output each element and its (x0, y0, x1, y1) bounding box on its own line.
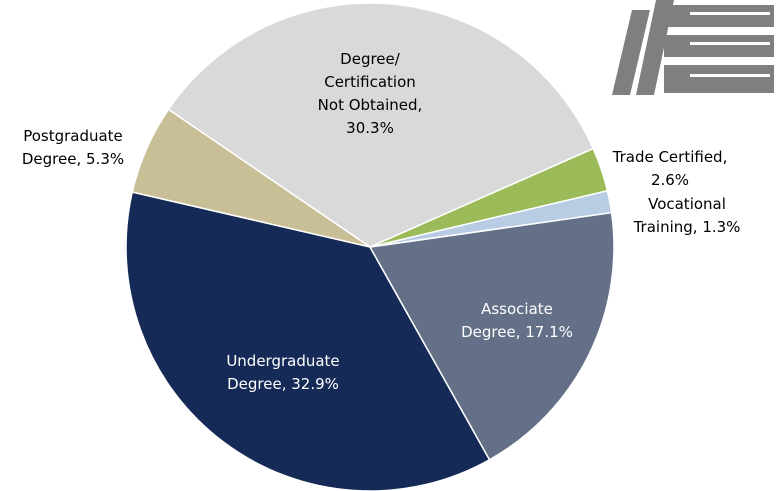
slice-label: Associate Degree, 17.1% (417, 298, 617, 344)
category-label: Associate Degree (461, 300, 553, 341)
label-separator: , (76, 150, 87, 168)
label-separator: , (281, 375, 292, 393)
value-label: 1.3% (702, 218, 741, 236)
pie-slice (369, 147, 609, 248)
label-separator: , (417, 96, 423, 114)
pie-slice (125, 191, 491, 491)
category-label: Trade Certified (612, 148, 723, 166)
slice-label: Trade Certified, 2.6% (570, 146, 770, 192)
label-separator: , (515, 323, 526, 341)
pie-slice (167, 2, 595, 248)
slice-label: Degree/ Certification Not Obtained, 30.3… (270, 48, 470, 140)
slice-label: Vocational Training, 1.3% (587, 193, 777, 239)
slice-label: Undergraduate Degree, 32.9% (183, 350, 383, 396)
value-label: 17.1% (525, 323, 573, 341)
label-separator: , (722, 148, 728, 166)
value-label: 30.3% (346, 119, 394, 137)
value-label: 32.9% (291, 375, 339, 393)
category-label: Postgraduate Degree (21, 127, 123, 168)
category-label: Undergraduate Degree (226, 352, 340, 393)
category-label: Degree/ Certification Not Obtained (317, 50, 418, 114)
value-label: 5.3% (86, 150, 125, 168)
pie-slice (368, 211, 615, 461)
books-icon (612, 0, 774, 95)
category-label: Vocational Training (633, 195, 726, 236)
slice-label: Postgraduate Degree, 5.3% (0, 125, 173, 171)
value-label: 2.6% (650, 171, 690, 189)
label-separator: , (692, 218, 703, 236)
